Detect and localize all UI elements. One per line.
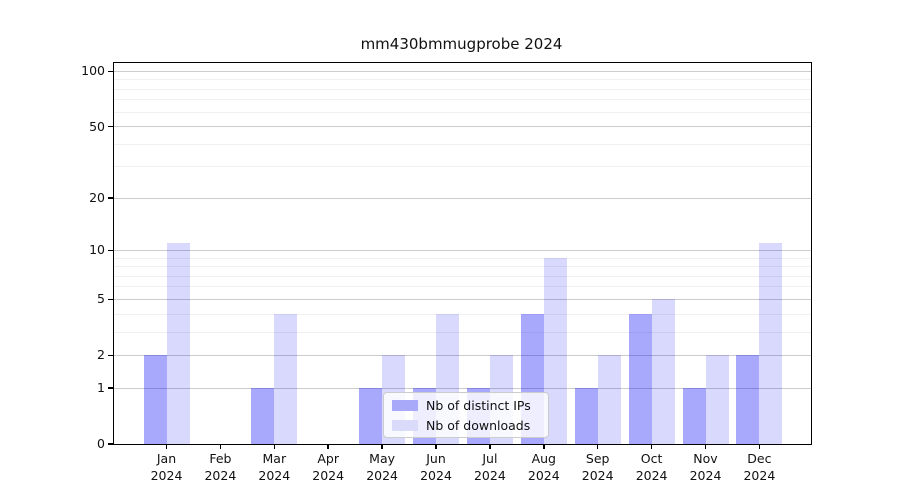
- legend: Nb of distinct IPs Nb of downloads: [383, 392, 549, 438]
- bar-downloads: [274, 314, 298, 444]
- major-gridline: [114, 197, 811, 199]
- x-axis-tick-label: Feb 2024: [204, 451, 237, 483]
- x-tick-mark: [219, 444, 222, 449]
- minor-gridline: [114, 143, 811, 145]
- minor-gridline: [114, 99, 811, 101]
- minor-gridline: [114, 166, 811, 168]
- x-axis-tick-label: Jul 2024: [473, 451, 506, 483]
- x-tick-mark: [327, 444, 329, 449]
- minor-gridline: [114, 331, 811, 333]
- x-axis-tick-label: Oct 2024: [635, 451, 668, 483]
- y-tick-mark: [108, 354, 113, 357]
- bar-distinct-ips: [359, 388, 383, 444]
- y-axis-tick-label: 10: [89, 242, 105, 258]
- y-axis-tick-label: 5: [97, 291, 105, 307]
- minor-gridline: [114, 266, 811, 268]
- minor-gridline: [114, 286, 811, 288]
- chart-title: mm430bmmugprobe 2024: [360, 35, 563, 53]
- bar-downloads: [759, 243, 783, 444]
- bar-downloads: [166, 243, 190, 444]
- bar-distinct-ips: [736, 355, 760, 444]
- y-axis-tick-label: 0: [97, 436, 105, 451]
- x-tick-mark: [381, 444, 383, 449]
- bar-downloads: [597, 355, 621, 444]
- x-axis-tick-label: Mar 2024: [258, 451, 291, 483]
- y-tick-mark: [108, 125, 113, 128]
- x-tick-mark: [165, 444, 168, 449]
- y-axis-tick-label: 100: [81, 63, 105, 79]
- minor-gridline: [114, 275, 811, 277]
- major-gridline: [114, 354, 811, 356]
- legend-item-downloads: Nb of downloads: [392, 418, 540, 433]
- major-gridline: [114, 249, 811, 251]
- legend-label-downloads: Nb of downloads: [426, 417, 531, 433]
- bar-downloads: [651, 299, 675, 444]
- y-tick-mark: [108, 197, 113, 199]
- y-tick-mark: [108, 443, 113, 445]
- x-axis-tick-label: Jun 2024: [420, 451, 452, 483]
- y-tick-mark: [108, 70, 113, 73]
- legend-item-distinct-ips: Nb of distinct IPs: [392, 398, 540, 413]
- bar-downloads: [543, 258, 567, 444]
- bar-distinct-ips: [143, 355, 167, 444]
- x-tick-mark: [650, 444, 653, 449]
- minor-gridline: [114, 257, 811, 259]
- minor-gridline: [114, 88, 811, 90]
- major-gridline: [114, 70, 811, 72]
- x-tick-mark: [489, 444, 491, 449]
- legend-swatch-distinct-ips: [392, 399, 418, 411]
- y-tick-mark: [108, 298, 113, 301]
- y-axis-tick-label: 2: [97, 347, 105, 363]
- y-axis-tick-label: 50: [89, 118, 105, 134]
- x-axis-tick-label: Apr 2024: [312, 451, 345, 483]
- x-tick-mark: [435, 444, 437, 449]
- x-tick-mark: [704, 444, 707, 449]
- x-axis-tick-label: Jan 2024: [150, 451, 183, 483]
- bar-distinct-ips: [628, 314, 652, 444]
- x-tick-mark: [758, 444, 761, 449]
- x-tick-mark: [543, 444, 545, 449]
- x-axis-tick-label: May 2024: [366, 451, 398, 483]
- x-tick-mark: [596, 444, 599, 449]
- major-gridline: [114, 298, 811, 300]
- bar-downloads: [705, 355, 729, 444]
- legend-swatch-downloads: [392, 419, 418, 431]
- x-axis-tick-label: Aug 2024: [527, 451, 560, 483]
- minor-gridline: [114, 313, 811, 315]
- major-gridline: [114, 387, 811, 389]
- y-axis-tick-label: 1: [97, 380, 105, 396]
- x-axis-tick-label: Dec 2024: [743, 451, 776, 483]
- x-axis-tick-label: Nov 2024: [689, 451, 722, 483]
- y-tick-mark: [108, 249, 113, 252]
- minor-gridline: [114, 111, 811, 113]
- minor-gridline: [114, 79, 811, 81]
- y-axis-tick-label: 20: [89, 190, 105, 206]
- x-axis-tick-label: Sep 2024: [581, 451, 614, 483]
- plot-area: 0 1 2 5 10 20 50 100 Jan 2024 Feb 2024 Mar 2024 Apr 202…: [81, 62, 812, 483]
- major-gridline: [114, 126, 811, 128]
- x-tick-mark: [273, 444, 276, 449]
- bar-distinct-ips: [682, 388, 706, 444]
- bar-distinct-ips: [251, 388, 275, 444]
- y-tick-mark: [108, 387, 113, 389]
- legend-label-distinct-ips: Nb of distinct IPs: [426, 397, 531, 413]
- bar-distinct-ips: [574, 388, 598, 444]
